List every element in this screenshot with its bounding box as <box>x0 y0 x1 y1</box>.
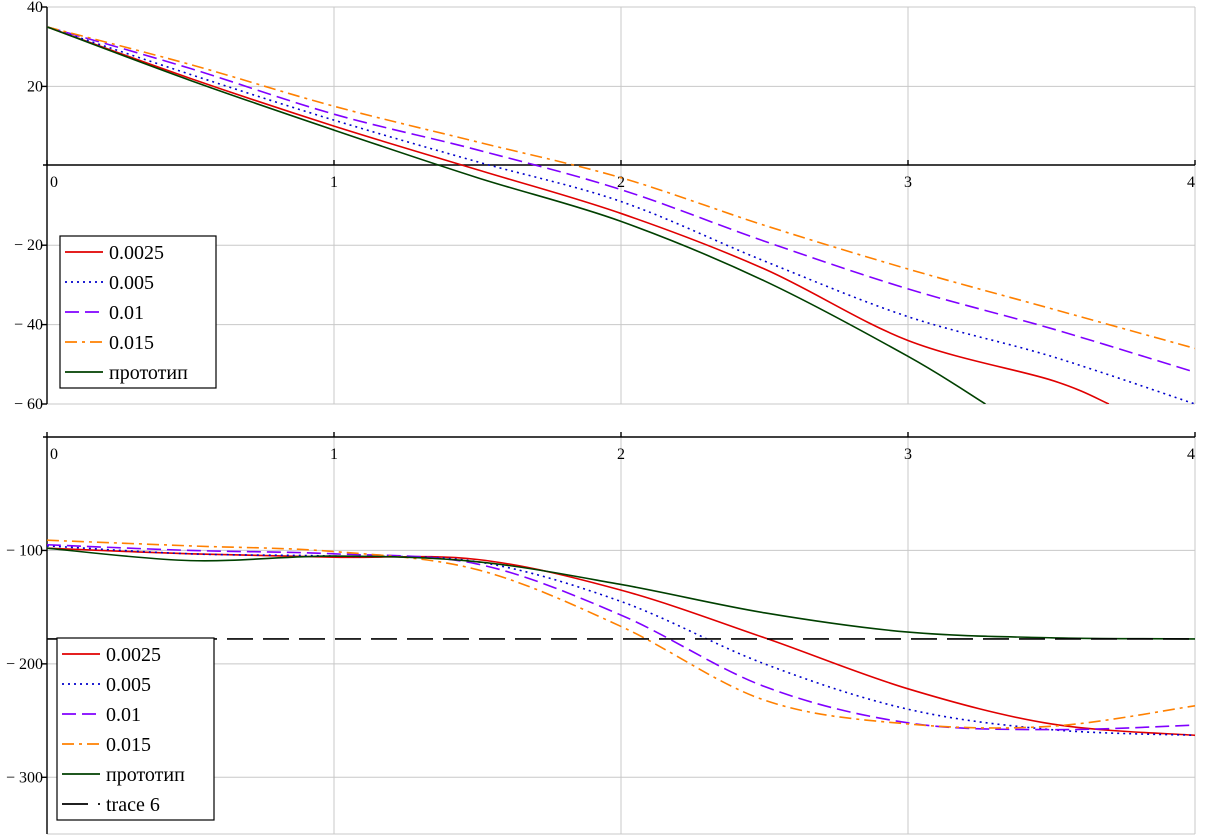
y-tick-label: − 40 <box>14 317 43 334</box>
grid <box>46 6 1196 405</box>
series-line-3 <box>47 26 1195 350</box>
legend: 0.0025 0.005 0.01 0.015 прототип <box>59 235 217 389</box>
legend-label: trace 6 <box>106 794 160 816</box>
y-tick-label: − 60 <box>14 396 43 413</box>
legend: 0.0025 0.005 0.01 0.015 прототип trace 6 <box>56 637 215 821</box>
x-tick-label: 4 <box>1187 174 1195 191</box>
legend-label: 0.01 <box>106 704 141 726</box>
legend-label: прототип <box>109 362 188 384</box>
legend-label: 0.015 <box>109 332 154 354</box>
x-tick-label: 1 <box>330 446 338 463</box>
series-line-3 <box>47 539 1195 729</box>
series-line-2 <box>47 26 1195 374</box>
legend-label: 0.005 <box>106 674 151 696</box>
legend-box <box>56 637 215 821</box>
legend-label: 0.0025 <box>109 242 164 264</box>
legend-label: 0.01 <box>109 302 144 324</box>
y-tick-label: − 20 <box>14 237 43 254</box>
lower-chart: 0 1 2 3 4 − 100 − 200 − 300 0.0025 0.005 0.01 0.015… <box>6 432 1196 835</box>
series-line-0 <box>47 26 1110 404</box>
series-line-4 <box>47 26 986 404</box>
y-tick-label: − 200 <box>6 656 43 673</box>
y-tick-label: − 100 <box>6 542 43 559</box>
y-tick-label: 40 <box>27 0 43 16</box>
x-tick-label: 0 <box>50 174 58 191</box>
x-tick-label: 3 <box>904 174 912 191</box>
y-tick-label: 20 <box>27 78 43 95</box>
x-tick-label: 4 <box>1187 446 1195 463</box>
legend-label: 0.015 <box>106 734 151 756</box>
series-line-4 <box>47 547 1195 640</box>
grid <box>46 437 1196 835</box>
y-tick-label: − 300 <box>6 769 43 786</box>
x-tick-label: 1 <box>330 174 338 191</box>
x-tick-label: 3 <box>904 446 912 463</box>
series-line-2 <box>47 543 1195 731</box>
x-tick-label: 0 <box>50 446 58 463</box>
legend-label: 0.005 <box>109 272 154 294</box>
upper-chart: 0 1 2 3 4 40 20 − 20 − 40 − 60 0.0025 0.005 0.01 0.01… <box>14 0 1196 413</box>
series-group <box>47 539 1195 737</box>
series-group <box>47 26 1195 404</box>
legend-label: прототип <box>106 764 185 786</box>
x-tick-label: 2 <box>617 174 625 191</box>
legend-label: 0.0025 <box>106 644 161 666</box>
x-tick-label: 2 <box>617 446 625 463</box>
series-line-1 <box>47 26 1195 404</box>
